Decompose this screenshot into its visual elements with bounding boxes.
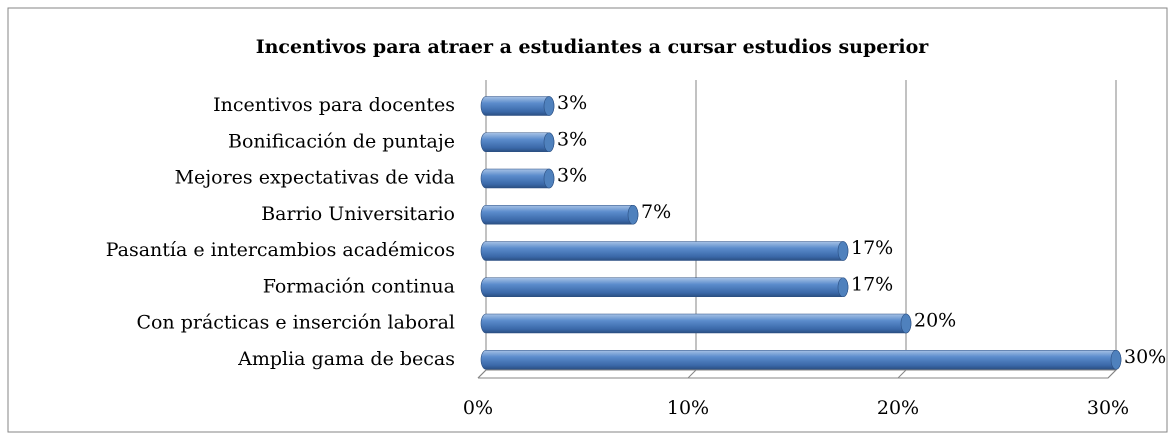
y-tick-label: Bonificación de puntaje (228, 130, 455, 152)
y-tick-label: Mejores expectativas de vida (175, 167, 455, 189)
bar (480, 168, 555, 189)
grid-line (897, 80, 907, 379)
y-tick-label: Amplia gama de becas (237, 348, 455, 370)
bar (480, 349, 1122, 370)
grid-line (687, 80, 697, 379)
y-tick-label: Barrio Universitario (261, 203, 455, 225)
data-label: 17% (851, 273, 893, 295)
x-tick-label: 20% (877, 397, 919, 419)
data-label: 3% (557, 128, 587, 150)
bar (480, 132, 555, 153)
y-tick-label: Pasantía e intercambios académicos (106, 239, 455, 261)
data-label: 7% (641, 201, 671, 223)
x-tick-label: 10% (667, 397, 709, 419)
bar (480, 241, 849, 261)
x-tick-label: 0% (463, 397, 493, 419)
y-tick-label: Formación continua (263, 275, 455, 297)
y-tick-label: Incentivos para docentes (213, 94, 455, 116)
data-label: 17% (851, 237, 893, 259)
data-label: 30% (1124, 346, 1166, 368)
bar (480, 313, 912, 334)
bar (480, 277, 849, 298)
data-label: 3% (557, 165, 587, 187)
data-label: 20% (914, 310, 956, 332)
x-tick-label: 30% (1087, 397, 1129, 419)
bar (480, 204, 639, 225)
grid-line (1107, 80, 1117, 379)
chart-title: Incentivos para atraer a estudiantes a c… (256, 36, 930, 58)
y-tick-label: Con prácticas e inserción laboral (136, 312, 455, 334)
bar (480, 96, 555, 116)
data-label: 3% (557, 92, 587, 114)
